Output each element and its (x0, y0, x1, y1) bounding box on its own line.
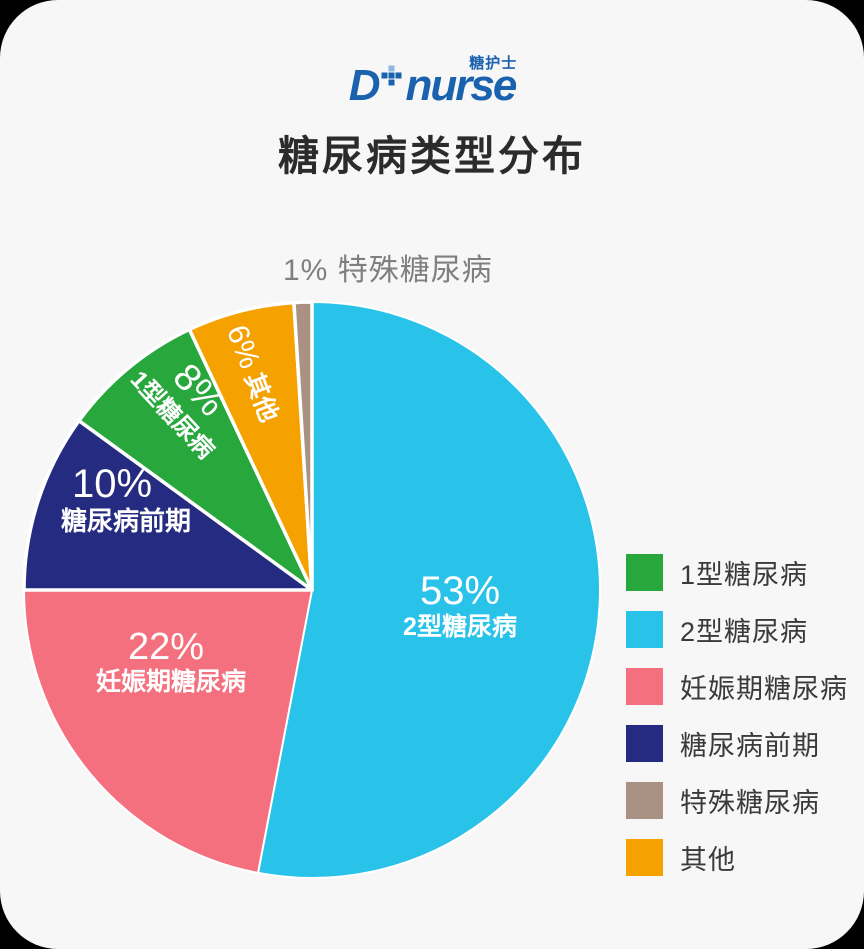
legend-item-other: 其他 (626, 838, 848, 877)
page-title: 糖尿病类型分布 (278, 133, 586, 179)
legend-label-type2: 2型糖尿病 (680, 617, 809, 647)
legend-label-gestational: 妊娠期糖尿病 (680, 674, 848, 704)
pie-slice-gestational (23, 589, 313, 874)
brand-letter-d: D (348, 61, 381, 110)
brand-tagline: 糖护士 (469, 55, 518, 72)
legend-swatch-other (626, 839, 663, 876)
plus-cross-icon (381, 65, 402, 86)
pie-label-prediabetes-pct: 10% (72, 462, 152, 506)
pie-label-type2-name: 2型糖尿病 (403, 612, 517, 641)
legend: 1型糖尿病 2型糖尿病妊娠期糖尿病 糖尿病前期特殊糖尿病其他 (626, 553, 848, 877)
legend-label-type1: 1型糖尿病 (680, 560, 809, 590)
legend-swatch-special (626, 782, 663, 819)
legend-item-gestational: 妊娠期糖尿病 (626, 667, 848, 706)
legend-item-prediabetes: 糖尿病前期 (626, 724, 848, 763)
legend-item-special: 特殊糖尿病 (626, 781, 848, 820)
legend-item-type1: 1型糖尿病 (626, 553, 848, 592)
brand-wordmark: D nurse 糖护士 (348, 55, 518, 110)
legend-swatch-type1 (626, 554, 663, 591)
pie-label-prediabetes-name: 糖尿病前期 (61, 506, 191, 536)
special-diabetes-callout: 1% 特殊糖尿病 (283, 254, 493, 287)
pie-slice-prediabetes (22, 418, 314, 592)
legend-label-special: 特殊糖尿病 (680, 788, 820, 818)
legend-swatch-type2 (626, 611, 663, 648)
legend-item-type2: 2型糖尿病 (626, 610, 848, 649)
pie-label-gestational-pct: 22% (128, 626, 204, 668)
brand-logo: D nurse 糖护士 (0, 55, 864, 110)
brand-name: nurse (405, 61, 517, 110)
pie-label-type2-pct: 53% (420, 569, 500, 613)
pie-label-gestational-name: 妊娠期糖尿病 (96, 667, 246, 696)
legend-label-prediabetes: 糖尿病前期 (680, 731, 820, 761)
legend-swatch-prediabetes (626, 725, 663, 762)
legend-label-other: 其他 (680, 845, 736, 875)
pie-slice-type1 (77, 327, 314, 592)
legend-swatch-gestational (626, 668, 663, 705)
pie-slice-special (292, 300, 314, 592)
pie-slice-type2 (257, 301, 601, 879)
